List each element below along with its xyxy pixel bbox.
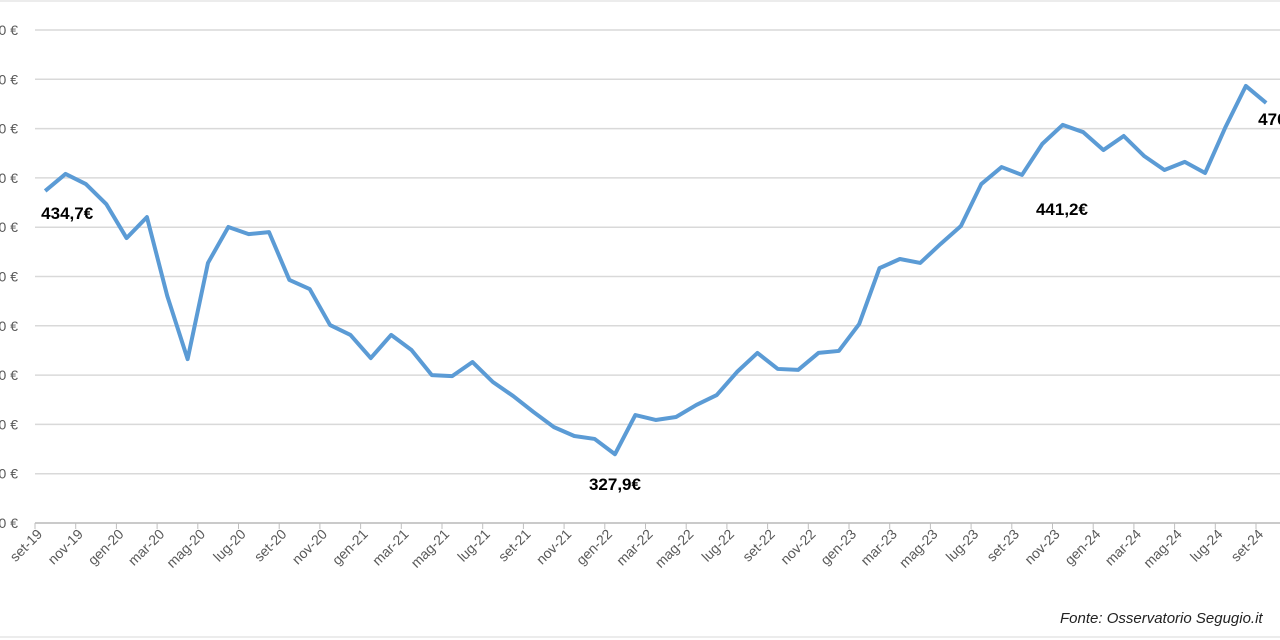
x-tick-label: mar-22	[613, 526, 656, 569]
x-tick-label: mar-20	[125, 526, 168, 569]
y-tick-label: 300 €	[0, 515, 18, 531]
y-tick-label: 320 €	[0, 466, 18, 482]
data-line	[43, 83, 1268, 457]
x-tick-label: gen-24	[1061, 526, 1103, 568]
x-tick-label: gen-20	[85, 526, 127, 568]
x-tick-label: set-21	[495, 526, 534, 565]
y-tick-label: 460 €	[0, 121, 18, 137]
x-tick-label: mag-22	[652, 526, 697, 571]
y-tick-label: 500 €	[0, 22, 18, 38]
x-tick-label: gen-23	[817, 526, 859, 568]
y-tick-label: 420 €	[0, 219, 18, 235]
x-tick-label: gen-22	[573, 526, 615, 568]
x-tick-label: set-20	[251, 526, 290, 565]
x-tick-label: lug-23	[943, 526, 982, 565]
x-tick-label: mag-23	[896, 526, 941, 571]
x-tick-label: mar-24	[1102, 526, 1145, 569]
x-tick-label: mag-20	[163, 526, 208, 571]
x-tick-label: lug-24	[1187, 526, 1226, 565]
x-tick-label: set-19	[6, 526, 45, 565]
y-tick-label: 480 €	[0, 71, 18, 87]
value-label: 470,4€	[1258, 110, 1280, 129]
source-note: Fonte: Osservatorio Segugio.it	[1060, 610, 1263, 627]
x-tick-label: lug-21	[454, 526, 493, 565]
value-label: 441,2€	[1036, 200, 1089, 219]
y-tick-label: 380 €	[0, 318, 18, 334]
x-tick-label: nov-23	[1021, 526, 1063, 568]
x-tick-label: gen-21	[329, 526, 371, 568]
x-tick-label: set-22	[739, 526, 778, 565]
y-tick-label: 360 €	[0, 367, 18, 383]
x-tick-label: lug-22	[698, 526, 737, 565]
y-tick-label: 340 €	[0, 416, 18, 432]
x-tick-label: set-24	[1227, 526, 1266, 565]
x-tick-label: lug-20	[210, 526, 249, 565]
x-tick-label: nov-22	[777, 526, 819, 568]
x-tick-label: nov-19	[44, 526, 86, 568]
value-label: 327,9€	[589, 475, 642, 494]
x-tick-label: set-23	[983, 526, 1022, 565]
x-tick-label: mag-21	[407, 526, 452, 571]
y-tick-label: 440 €	[0, 170, 18, 186]
x-tick-label: mar-23	[857, 526, 900, 569]
y-tick-label: 400 €	[0, 269, 18, 285]
x-tick-label: mar-21	[369, 526, 412, 569]
x-tick-label: nov-20	[289, 526, 331, 568]
x-tick-label: nov-21	[533, 526, 575, 568]
value-label: 434,7€	[41, 204, 94, 223]
x-tick-label: mag-24	[1140, 526, 1185, 571]
